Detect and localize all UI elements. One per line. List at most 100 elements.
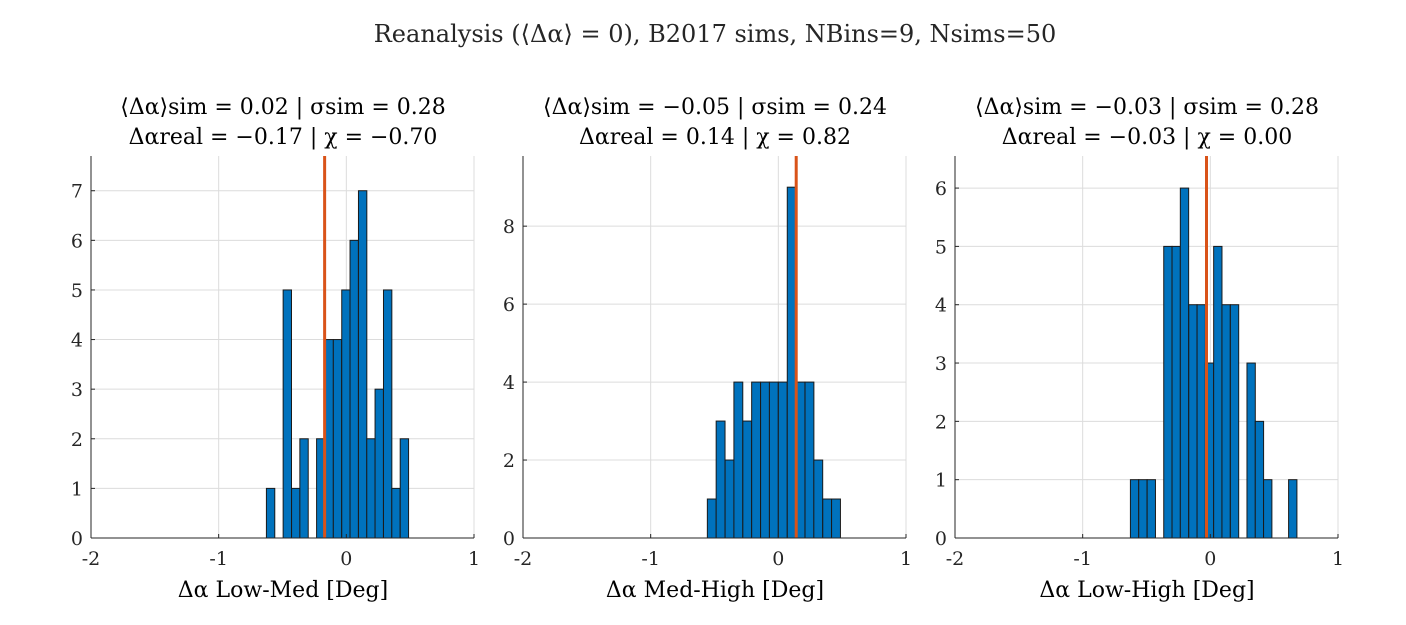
histogram-bar: [299, 438, 309, 539]
histogram-bar: [768, 381, 779, 539]
y-tick-label: 1: [935, 470, 947, 492]
y-tick-label: 4: [503, 372, 515, 394]
x-tick-label: -2: [82, 548, 101, 570]
histogram-bar: [374, 388, 384, 539]
y-tick-label: 1: [71, 478, 83, 500]
y-tick-label: 6: [503, 294, 515, 316]
histogram-bar: [706, 498, 717, 539]
histogram-bar: [760, 381, 770, 539]
histogram-bar: [715, 420, 726, 539]
histogram-bar: [282, 289, 293, 539]
histogram-bar: [742, 420, 753, 539]
histogram-bar: [366, 438, 376, 539]
x-tick-label: -1: [209, 548, 228, 570]
histogram-bar: [1288, 479, 1298, 539]
y-tick-label: 2: [71, 429, 83, 451]
x-axis-label: Δα Low-High [Deg]: [1039, 578, 1254, 603]
panel-low-high: ⟨Δα⟩sim = −0.03 | σsim = 0.28 Δαreal = −…: [935, 95, 1344, 603]
y-tick-label: 3: [71, 379, 83, 401]
histogram-bars: [706, 186, 841, 539]
y-tick-label: 8: [503, 216, 515, 238]
histogram-bar: [1221, 304, 1231, 539]
y-tick-label: 5: [935, 236, 947, 258]
y-tick-label: 0: [935, 528, 947, 550]
panel-title-line1: ⟨Δα⟩sim = 0.02 | σsim = 0.28: [120, 95, 446, 120]
grid: [955, 156, 1339, 538]
x-tick-label: -1: [1073, 548, 1092, 570]
histogram-bar: [391, 487, 401, 539]
y-tick-label: 5: [71, 280, 83, 302]
histogram-bar: [733, 381, 744, 539]
histogram-bar: [1213, 245, 1223, 539]
histogram-bar: [1163, 245, 1173, 539]
x-axis-label: Δα Med-High [Deg]: [606, 578, 824, 603]
x-tick-label: 0: [772, 548, 784, 570]
histogram-bar: [291, 487, 301, 539]
y-tick-label: 2: [935, 411, 947, 433]
histogram-bar: [1196, 304, 1206, 539]
histogram-bar: [1188, 304, 1198, 539]
histogram-bar: [1129, 479, 1140, 539]
panel-title-line1: ⟨Δα⟩sim = −0.05 | σsim = 0.24: [543, 95, 887, 120]
figure-title: Reanalysis (⟨Δα⟩ = 0), B2017 sims, NBins…: [374, 20, 1057, 48]
x-tick-label: 1: [1332, 548, 1344, 570]
x-tick-label: 1: [468, 548, 480, 570]
panel-title-line2: Δαreal = −0.03 | χ = 0.00: [1002, 125, 1292, 150]
tick-labels: -2 -1 0 1 0 1 2 3 4 5 6: [935, 178, 1344, 570]
histogram-bar: [382, 289, 393, 539]
histogram-bar: [1179, 187, 1190, 539]
y-tick-label: 6: [935, 178, 947, 200]
histogram-bars: [1129, 187, 1298, 539]
y-tick-label: 6: [71, 230, 83, 252]
y-tick-label: 0: [71, 528, 83, 550]
histogram-bars: [265, 190, 410, 539]
histogram-bar: [399, 438, 410, 539]
y-tick-label: 0: [503, 528, 515, 550]
grid: [523, 156, 907, 538]
axes: [522, 156, 907, 539]
histogram-bar: [1246, 362, 1256, 539]
histogram-bar: [1171, 245, 1181, 539]
axes: [90, 156, 475, 539]
histogram-bar: [822, 498, 833, 539]
x-tick-label: 0: [340, 548, 352, 570]
x-tick-label: 0: [1204, 548, 1216, 570]
histogram-bar: [813, 459, 824, 539]
y-tick-label: 3: [935, 353, 947, 375]
histogram-bar: [357, 190, 368, 539]
histogram-bar: [341, 289, 351, 539]
histogram-bar: [831, 498, 841, 539]
panel-title-line2: Δαreal = 0.14 | χ = 0.82: [579, 125, 851, 150]
tick-labels: -2 -1 0 1 0 1 2 3 4 5 6 7: [71, 181, 480, 570]
x-tick-label: -2: [946, 548, 965, 570]
histogram-bar: [777, 381, 788, 539]
x-axis-label: Δα Low-Med [Deg]: [178, 578, 388, 603]
y-tick-label: 4: [935, 295, 947, 317]
y-tick-label: 4: [71, 330, 83, 352]
y-tick-label: 2: [503, 450, 515, 472]
histogram-bar: [332, 339, 343, 539]
histogram-bar: [751, 381, 762, 539]
panel-med-high: ⟨Δα⟩sim = −0.05 | σsim = 0.24 Δαreal = 0…: [503, 95, 912, 603]
histogram-bar: [804, 381, 815, 539]
panel-title-line2: Δαreal = −0.17 | χ = −0.70: [129, 125, 438, 150]
histogram-bar: [1254, 420, 1265, 539]
x-tick-label: 1: [900, 548, 912, 570]
panel-low-med: ⟨Δα⟩sim = 0.02 | σsim = 0.28 Δαreal = −0…: [71, 95, 480, 603]
y-tick-label: 7: [71, 181, 83, 203]
histogram-bar: [1263, 479, 1273, 539]
histogram-bar: [1146, 479, 1156, 539]
histogram-bar: [1229, 304, 1240, 539]
histogram-bar: [265, 487, 276, 539]
axes: [954, 156, 1339, 539]
histogram-bar: [1138, 479, 1148, 539]
panel-title-line1: ⟨Δα⟩sim = −0.03 | σsim = 0.28: [975, 95, 1319, 120]
x-tick-label: -2: [514, 548, 533, 570]
x-tick-label: -1: [641, 548, 660, 570]
tick-labels: -2 -1 0 1 0 2 4 6 8: [503, 216, 912, 570]
histogram-bar: [724, 459, 735, 539]
grid: [91, 156, 475, 538]
histogram-bar: [324, 339, 334, 539]
histogram-bar: [349, 239, 359, 539]
